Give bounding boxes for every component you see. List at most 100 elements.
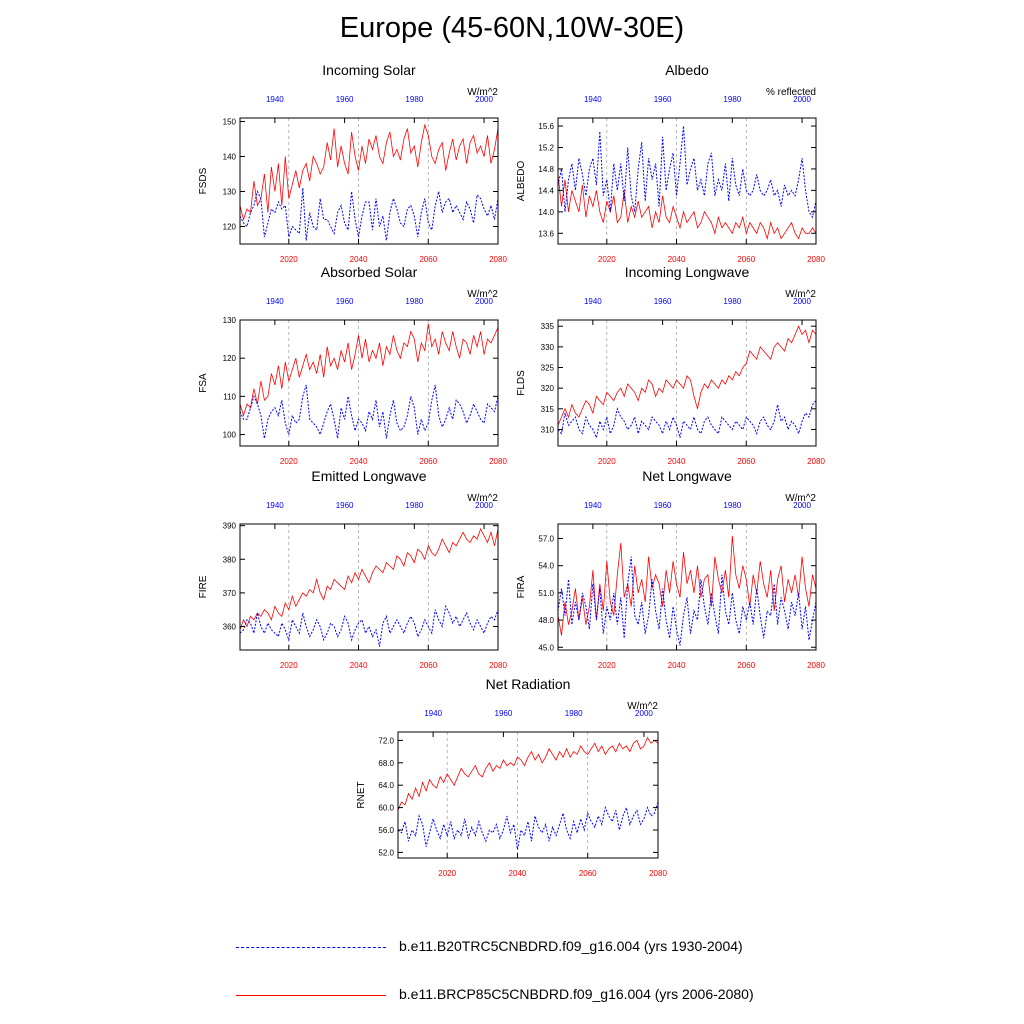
- plot-frame: [557, 523, 817, 651]
- y-tick-label: 60.0: [378, 804, 394, 813]
- units-label: % reflected: [766, 87, 816, 98]
- series-line-future: [397, 736, 659, 811]
- series-line-historical: [557, 125, 817, 219]
- x-tick-label-top: 1980: [405, 95, 423, 104]
- y-tick-label: 310: [541, 425, 555, 434]
- chart-panel-fsds: Incoming Solar W/m^2 120 130 140 150 FSDS 2020 2…: [198, 62, 507, 264]
- y-tick-label: 52.0: [378, 848, 394, 857]
- chart-panel-albedo: Albedo % reflected 13.6 14.0 14.4 14.8 15.2 15.…: [516, 62, 825, 264]
- y-tick-label: 54.0: [538, 562, 554, 571]
- chart-panel-fira: Net Longwave W/m^2 45.0 48.0 51.0 54.0 57.0 FIR…: [516, 468, 825, 670]
- units-label: W/m^2: [467, 493, 498, 504]
- y-tick-label: 150: [223, 118, 237, 127]
- x-tick-label-top: 1940: [584, 297, 602, 306]
- x-tick-label-top: 1940: [424, 709, 442, 718]
- y-tick-label: 110: [223, 392, 236, 401]
- plot-frame: [557, 319, 817, 447]
- legend-label-historical: b.e11.B20TRC5CNBDRD.f09_g16.004 (yrs 193…: [399, 938, 743, 954]
- y-tick-label: 15.6: [538, 122, 554, 131]
- x-tick-label-bottom: 2060: [419, 255, 437, 264]
- series-line-historical: [239, 384, 499, 439]
- y-axis-label: FLDS: [516, 370, 527, 396]
- x-tick-label-top: 1960: [654, 297, 672, 306]
- y-axis-label: FIRE: [198, 575, 209, 598]
- x-tick-label-bottom: 2040: [350, 661, 368, 670]
- y-tick-label: 360: [223, 622, 237, 631]
- x-tick-label-bottom: 2080: [489, 255, 507, 264]
- chart-title: Net Radiation: [486, 676, 571, 692]
- chart-panel-rnet: Net Radiation W/m^2 52.0 56.0 60.0 64.0 68.0 72…: [356, 676, 667, 878]
- x-tick-label-bottom: 2040: [350, 457, 368, 466]
- y-tick-label: 330: [541, 343, 555, 352]
- y-tick-label: 335: [541, 322, 555, 331]
- x-tick-label-bottom: 2080: [489, 661, 507, 670]
- y-tick-label: 13.6: [538, 229, 554, 238]
- x-tick-label-top: 1940: [584, 501, 602, 510]
- x-tick-label-bottom: 2060: [737, 255, 755, 264]
- y-tick-label: 14.8: [538, 165, 554, 174]
- y-tick-label: 68.0: [378, 759, 394, 768]
- chart-title: Albedo: [665, 62, 709, 78]
- series-line-historical: [557, 400, 817, 440]
- x-tick-label-top: 2000: [475, 297, 493, 306]
- x-tick-label-bottom: 2020: [280, 255, 298, 264]
- x-tick-label-bottom: 2060: [419, 457, 437, 466]
- x-tick-label-bottom: 2020: [598, 661, 616, 670]
- y-tick-label: 14.4: [538, 186, 554, 195]
- chart-title: Net Longwave: [642, 468, 732, 484]
- units-label: W/m^2: [627, 701, 658, 712]
- plot-frame: [239, 319, 499, 447]
- x-tick-label-top: 2000: [793, 501, 811, 510]
- x-tick-label-bottom: 2080: [649, 869, 667, 878]
- x-tick-label-bottom: 2020: [598, 457, 616, 466]
- legend-line-future: [236, 995, 386, 996]
- series-line-future: [557, 174, 817, 241]
- x-tick-label-top: 1960: [495, 709, 513, 718]
- units-label: W/m^2: [467, 87, 498, 98]
- y-tick-label: 14.0: [538, 208, 554, 217]
- y-tick-label: 15.2: [538, 143, 554, 152]
- y-tick-label: 130: [223, 188, 237, 197]
- series-line-future: [239, 123, 499, 221]
- x-tick-label-top: 1940: [266, 501, 284, 510]
- series-line-future: [239, 527, 499, 630]
- y-tick-label: 130: [223, 316, 237, 325]
- x-tick-label-top: 1960: [336, 95, 354, 104]
- x-tick-label-bottom: 2060: [737, 457, 755, 466]
- y-tick-label: 100: [223, 431, 237, 440]
- x-tick-label-bottom: 2020: [438, 869, 456, 878]
- x-tick-label-top: 1960: [336, 297, 354, 306]
- page-title: Europe (45-60N,10W-30E): [339, 12, 685, 44]
- series-line-future: [557, 535, 817, 636]
- series-line-historical: [239, 604, 499, 647]
- x-tick-label-top: 1980: [565, 709, 583, 718]
- units-label: W/m^2: [785, 289, 816, 300]
- x-tick-label-top: 1940: [584, 95, 602, 104]
- y-tick-label: 390: [223, 522, 237, 531]
- plot-frame: [397, 731, 659, 859]
- series-line-future: [239, 323, 499, 417]
- x-tick-label-top: 2000: [475, 95, 493, 104]
- x-tick-label-bottom: 2080: [807, 255, 825, 264]
- x-tick-label-top: 2000: [635, 709, 653, 718]
- x-tick-label-top: 1940: [266, 297, 284, 306]
- x-tick-label-bottom: 2040: [668, 661, 686, 670]
- y-tick-label: 45.0: [538, 643, 554, 652]
- y-tick-label: 48.0: [538, 616, 554, 625]
- x-tick-label-bottom: 2020: [598, 255, 616, 264]
- x-tick-label-bottom: 2080: [489, 457, 507, 466]
- chart-title: Incoming Longwave: [625, 264, 750, 280]
- chart-panel-fsa: Absorbed Solar W/m^2 100 110 120 130 FSA 2020 20…: [198, 264, 507, 466]
- series-line-historical: [397, 801, 659, 850]
- chart-title: Emitted Longwave: [311, 468, 426, 484]
- y-axis-label: FIRA: [516, 575, 527, 598]
- x-tick-label-top: 2000: [475, 501, 493, 510]
- x-tick-label-top: 1960: [336, 501, 354, 510]
- x-tick-label-top: 2000: [793, 297, 811, 306]
- x-tick-label-top: 1960: [654, 501, 672, 510]
- plot-frame: [239, 117, 499, 245]
- y-axis-label: ALBEDO: [516, 160, 527, 201]
- y-axis-label: FSDS: [198, 167, 209, 194]
- chart-title: Absorbed Solar: [321, 264, 418, 280]
- x-tick-label-bottom: 2020: [280, 457, 298, 466]
